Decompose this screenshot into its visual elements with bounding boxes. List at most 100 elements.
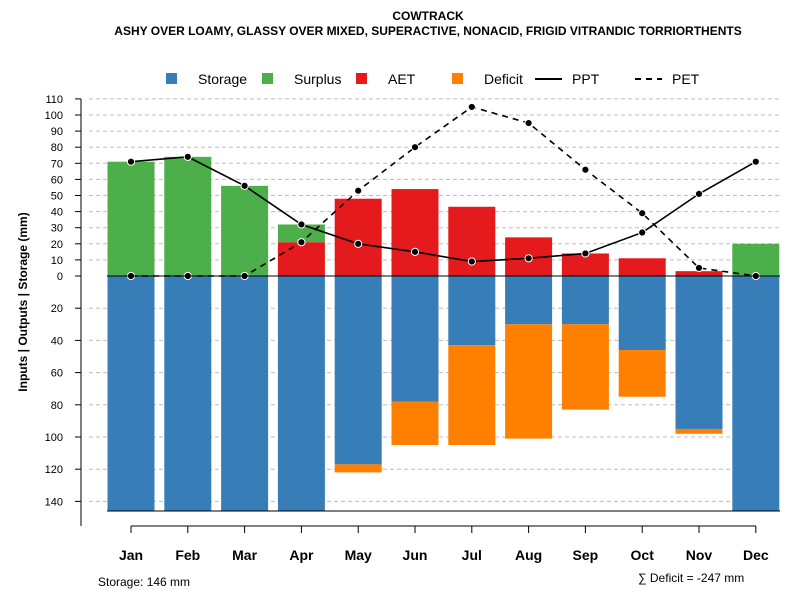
x-tick-label: Nov bbox=[686, 547, 713, 563]
y-tick-label: 10 bbox=[51, 255, 63, 267]
y-tick-label: 20 bbox=[51, 239, 63, 251]
y-tick-label: 60 bbox=[51, 368, 63, 380]
y-tick-label: 120 bbox=[45, 464, 63, 476]
x-tick-label: Jul bbox=[462, 547, 482, 563]
ppt-point bbox=[240, 181, 249, 190]
aet-bar bbox=[618, 258, 666, 276]
y-axis-label: Inputs | Outputs | Storage (mm) bbox=[16, 212, 30, 391]
pet-point bbox=[467, 102, 476, 112]
chart-subtitle: ASHY OVER LOAMY, GLASSY OVER MIXED, SUPE… bbox=[114, 24, 741, 38]
axes: 1101009080706050403020100204060801001201… bbox=[45, 94, 780, 563]
aet-bar bbox=[675, 271, 723, 276]
surplus-bar bbox=[732, 243, 780, 276]
deficit-legend-label: Deficit bbox=[484, 71, 523, 87]
pet-point bbox=[524, 118, 533, 128]
deficit-bar bbox=[505, 324, 553, 439]
y-tick-label: 0 bbox=[57, 271, 63, 283]
deficit-bar bbox=[561, 324, 609, 410]
ppt-point bbox=[410, 247, 420, 256]
storage-legend-swatch bbox=[166, 73, 177, 84]
ppt-point bbox=[694, 189, 704, 198]
storage-bar bbox=[277, 276, 325, 512]
pet-point bbox=[410, 143, 420, 152]
deficit-bar bbox=[675, 428, 723, 434]
ppt-point bbox=[524, 254, 533, 263]
storage-bar bbox=[561, 276, 609, 325]
pet-point bbox=[694, 263, 704, 273]
y-tick-label: 20 bbox=[51, 303, 63, 315]
ppt-point bbox=[638, 228, 647, 237]
deficit-bar bbox=[391, 401, 439, 446]
storage-footer: Storage: 146 mm bbox=[98, 575, 190, 589]
pet-point bbox=[581, 165, 590, 174]
storage-bar bbox=[334, 276, 382, 465]
x-tick-label: Aug bbox=[515, 547, 542, 563]
x-tick-label: Jun bbox=[403, 547, 428, 563]
y-tick-label: 100 bbox=[45, 110, 63, 122]
storage-bar bbox=[164, 276, 212, 512]
y-tick-label: 50 bbox=[51, 191, 63, 203]
storage-bar bbox=[107, 276, 155, 512]
ppt-point bbox=[581, 249, 590, 258]
deficit-legend-swatch bbox=[452, 73, 463, 84]
y-tick-label: 60 bbox=[51, 174, 63, 186]
storage-bar bbox=[448, 276, 496, 346]
ppt-line bbox=[130, 156, 757, 263]
storage-bar bbox=[732, 276, 780, 512]
y-tick-label: 90 bbox=[51, 126, 63, 138]
aet-bar bbox=[391, 189, 439, 276]
deficit-bar bbox=[448, 345, 496, 446]
x-tick-label: Jan bbox=[119, 547, 143, 563]
x-tick-label: Sep bbox=[573, 547, 599, 563]
pet-legend-label: PET bbox=[672, 71, 700, 87]
pet-point bbox=[297, 238, 306, 247]
legend: Storage Surplus AET Deficit PPT PET bbox=[166, 71, 700, 87]
y-tick-label: 80 bbox=[51, 400, 63, 412]
ppt-point bbox=[297, 220, 306, 229]
storage-legend-label: Storage bbox=[198, 71, 247, 87]
pet-point bbox=[638, 209, 647, 218]
chart-title: COWTRACK bbox=[392, 9, 464, 23]
x-tick-label: Oct bbox=[631, 547, 655, 563]
aet-bar bbox=[334, 198, 382, 276]
ppt-point bbox=[751, 157, 760, 166]
surplus-bar bbox=[164, 156, 212, 276]
y-tick-label: 40 bbox=[51, 207, 63, 219]
ppt-point bbox=[354, 239, 363, 248]
deficit-footer: ∑ Deficit = -247 mm bbox=[638, 571, 744, 585]
ppt-point bbox=[126, 157, 136, 166]
aet-legend-swatch bbox=[356, 73, 367, 84]
surplus-bar bbox=[107, 161, 155, 276]
x-tick-label: Mar bbox=[232, 547, 257, 563]
aet-legend-label: AET bbox=[388, 71, 416, 87]
storage-bar bbox=[675, 276, 723, 429]
surplus-bar bbox=[221, 185, 269, 276]
aet-bar bbox=[277, 242, 325, 276]
surplus-legend-label: Surplus bbox=[294, 71, 341, 87]
y-tick-label: 30 bbox=[51, 223, 63, 235]
deficit-bar bbox=[334, 464, 382, 473]
bars bbox=[107, 156, 780, 512]
x-tick-label: May bbox=[345, 547, 372, 563]
storage-bar bbox=[391, 276, 439, 402]
x-tick-label: Feb bbox=[175, 547, 200, 563]
surplus-legend-swatch bbox=[262, 73, 273, 84]
storage-bar bbox=[505, 276, 553, 325]
storage-bar bbox=[221, 276, 269, 512]
deficit-bar bbox=[618, 350, 666, 397]
y-tick-label: 140 bbox=[45, 496, 63, 508]
y-tick-label: 70 bbox=[51, 158, 63, 170]
ppt-point bbox=[183, 152, 192, 161]
storage-bar bbox=[618, 276, 666, 351]
x-tick-label: Apr bbox=[289, 547, 314, 563]
y-tick-label: 80 bbox=[51, 142, 63, 154]
ppt-point bbox=[467, 257, 476, 266]
y-tick-label: 40 bbox=[51, 335, 63, 347]
pet-point bbox=[354, 186, 363, 195]
aet-bar bbox=[448, 206, 496, 276]
y-tick-label: 110 bbox=[45, 94, 63, 106]
ppt-legend-label: PPT bbox=[572, 71, 600, 87]
y-tick-label: 100 bbox=[45, 432, 63, 444]
x-tick-label: Dec bbox=[743, 547, 769, 563]
aet-bar bbox=[561, 253, 609, 276]
